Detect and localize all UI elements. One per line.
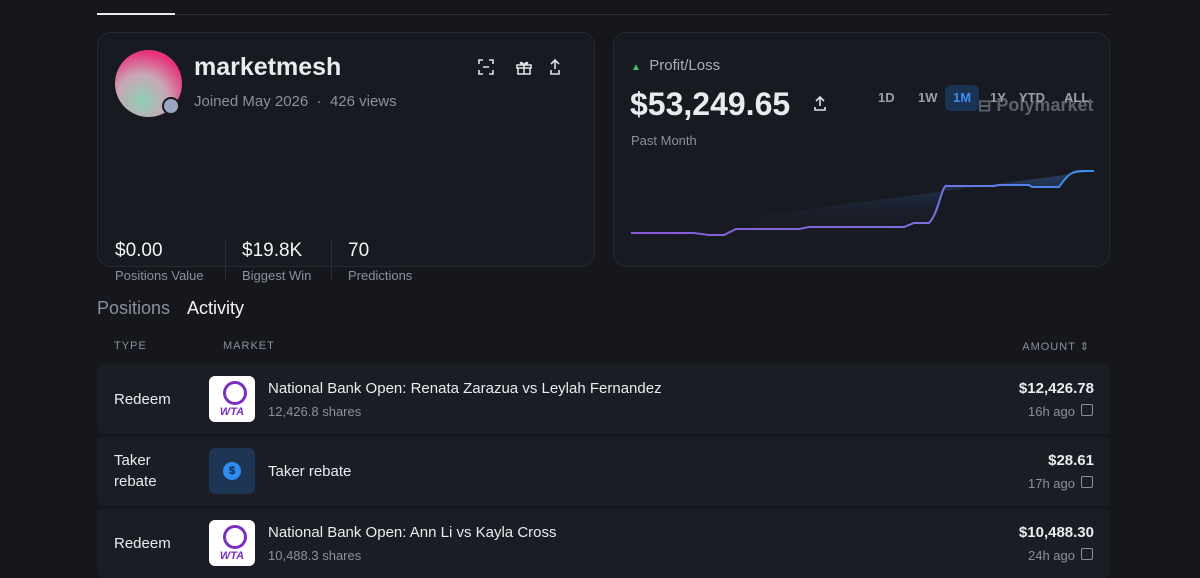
market-title[interactable]: Taker rebate (268, 463, 352, 480)
amount: $10,488.30 (1018, 524, 1094, 541)
brand: ⊟ Polymarket (978, 95, 1094, 115)
icon-label: WTA (219, 406, 245, 418)
activity-row[interactable]: Redeem WTA National Bank Open: Ann Li vs K… (97, 508, 1110, 578)
amount: $28.61 (1048, 452, 1094, 469)
range-button[interactable]: 1D (878, 90, 895, 105)
username: marketmesh (194, 53, 342, 81)
stat: $19.8K Biggest Win (242, 240, 311, 283)
pnl-period: Past Month (631, 133, 697, 148)
divider (225, 240, 226, 280)
market-icon: $ (209, 448, 255, 494)
profile-card: marketmesh Joined May 2026 · 426 views $… (97, 32, 595, 283)
pnl-label-text: Profit/Loss (649, 57, 721, 74)
stat-value: $19.8K (242, 240, 303, 261)
sort-icon[interactable]: ⇕ (1079, 341, 1090, 353)
market-icon: WTA (209, 376, 255, 422)
activity-row[interactable]: Taker rebate $ Taker rebate $28.61 17h ago (97, 436, 1110, 506)
separator: · (316, 93, 322, 110)
time: 17h ago (1028, 476, 1075, 491)
shares: 12,426.8 shares (268, 404, 362, 419)
page: marketmesh {"profile":{"username":"marke… (97, 13, 1110, 566)
column-header: AMOUNT ⇕ (1022, 341, 1090, 353)
pnl-area (631, 171, 1094, 235)
row-type: Taker rebate (114, 452, 157, 490)
views: 426 views (329, 93, 397, 110)
market-title[interactable]: National Bank Open: Renata Zarazua vs Le… (268, 380, 662, 397)
row-type: Redeem (114, 535, 171, 552)
time: 24h ago (1028, 548, 1075, 563)
divider (331, 240, 332, 280)
market-title[interactable]: National Bank Open: Ann Li vs Kayla Cros… (268, 524, 557, 541)
copy-icon[interactable] (1081, 476, 1093, 488)
profile-page: marketmesh Joined May 2026 · 426 views $… (97, 13, 1110, 566)
column-header: MARKET (223, 340, 275, 352)
stat-value: $0.00 (115, 240, 163, 261)
range-button[interactable]: ALL (1064, 90, 1090, 105)
scan-icon[interactable] (478, 59, 494, 75)
stat-label: Predictions (348, 268, 413, 283)
brand-name: Polymarket (996, 95, 1094, 115)
icon-label: $ (223, 462, 241, 480)
time: 16h ago (1028, 404, 1075, 419)
profile-meta: Joined May 2026 · 426 views (194, 93, 397, 110)
copy-icon[interactable] (1081, 548, 1093, 560)
shares: 10,488.3 shares (268, 548, 362, 563)
tab[interactable]: Positions (97, 298, 171, 318)
column-header: TYPE (114, 340, 147, 352)
stat-label: Biggest Win (242, 268, 312, 283)
pnl-card: ▲ Profit/Loss $53,249.65 Past Month ⊟ Po… (613, 32, 1110, 267)
share-icon[interactable] (812, 95, 828, 111)
amount: $12,426.78 (1018, 380, 1094, 397)
row-type: Redeem (114, 391, 171, 408)
share-icon[interactable] (550, 58, 560, 75)
range-button[interactable]: YTD (1019, 90, 1045, 105)
joined: Joined May 2026 (194, 93, 309, 110)
pnl-chart (631, 170, 1094, 236)
gift-icon[interactable] (516, 61, 532, 75)
badge (162, 97, 180, 115)
tab[interactable]: Activity (187, 298, 245, 318)
range-button[interactable]: 1W (918, 90, 938, 105)
market-icon: WTA (209, 520, 255, 566)
profile-actions[interactable] (476, 57, 566, 77)
range-button[interactable]: 1M (945, 85, 980, 111)
copy-icon[interactable] (1081, 404, 1093, 416)
pnl-amount: $53,249.65 (630, 86, 791, 122)
pnl-line (631, 170, 1094, 236)
activity-row[interactable]: Redeem WTA National Bank Open: Renata Zara… (97, 364, 1110, 434)
range-button[interactable]: 1Y (990, 90, 1006, 105)
stat: $0.00 Positions Value (115, 240, 204, 283)
stat-label: Positions Value (115, 268, 204, 283)
divider (97, 14, 1110, 15)
pnl-label: ▲ Profit/Loss (631, 57, 721, 74)
stat-value: 70 (348, 240, 370, 261)
icon-label: WTA (219, 550, 245, 562)
tab-indicator (97, 13, 175, 15)
stat: 70 Predictions (348, 240, 412, 283)
